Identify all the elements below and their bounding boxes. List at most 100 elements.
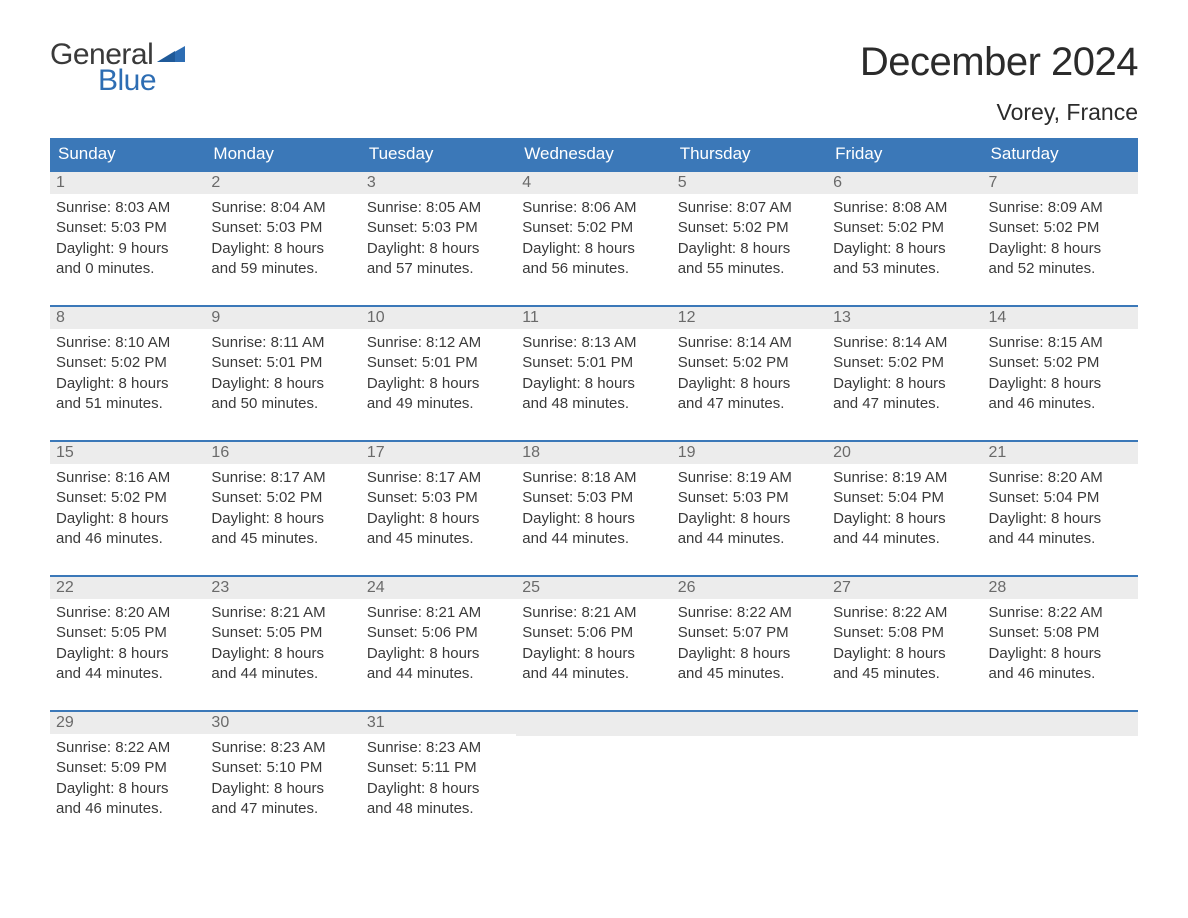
day-body: Sunrise: 8:20 AMSunset: 5:04 PMDaylight:… [983, 464, 1138, 555]
calendar-day: 24Sunrise: 8:21 AMSunset: 5:06 PMDayligh… [361, 577, 516, 690]
sunrise-text: Sunrise: 8:14 AM [833, 333, 976, 353]
daylight-line-2: and 57 minutes. [367, 259, 510, 279]
day-number: 31 [367, 714, 385, 731]
calendar-day-empty [516, 712, 671, 825]
sunset-text: Sunset: 5:01 PM [367, 353, 510, 373]
daylight-line-2: and 48 minutes. [522, 394, 665, 414]
sunset-text: Sunset: 5:02 PM [56, 353, 199, 373]
sunset-text: Sunset: 5:01 PM [211, 353, 354, 373]
day-number-row: 27 [827, 577, 982, 599]
daylight-line-1: Daylight: 8 hours [678, 509, 821, 529]
sunset-text: Sunset: 5:06 PM [522, 623, 665, 643]
day-number-row: 10 [361, 307, 516, 329]
daylight-line-2: and 44 minutes. [56, 664, 199, 684]
day-number: 2 [211, 174, 220, 191]
dow-wednesday: Wednesday [516, 138, 671, 170]
day-body: Sunrise: 8:12 AMSunset: 5:01 PMDaylight:… [361, 329, 516, 420]
sunset-text: Sunset: 5:08 PM [989, 623, 1132, 643]
calendar-day: 12Sunrise: 8:14 AMSunset: 5:02 PMDayligh… [672, 307, 827, 420]
sunset-text: Sunset: 5:11 PM [367, 758, 510, 778]
day-body: Sunrise: 8:20 AMSunset: 5:05 PMDaylight:… [50, 599, 205, 690]
calendar-week: 22Sunrise: 8:20 AMSunset: 5:05 PMDayligh… [50, 575, 1138, 690]
day-number: 10 [367, 309, 385, 326]
day-number-row: 21 [983, 442, 1138, 464]
daylight-line-1: Daylight: 8 hours [522, 644, 665, 664]
sunset-text: Sunset: 5:02 PM [678, 218, 821, 238]
calendar-day: 16Sunrise: 8:17 AMSunset: 5:02 PMDayligh… [205, 442, 360, 555]
day-number: 4 [522, 174, 531, 191]
calendar-day: 1Sunrise: 8:03 AMSunset: 5:03 PMDaylight… [50, 172, 205, 285]
daylight-line-2: and 44 minutes. [678, 529, 821, 549]
daylight-line-1: Daylight: 8 hours [989, 644, 1132, 664]
daylight-line-2: and 46 minutes. [989, 664, 1132, 684]
daylight-line-1: Daylight: 8 hours [211, 779, 354, 799]
sunrise-text: Sunrise: 8:21 AM [211, 603, 354, 623]
dow-thursday: Thursday [672, 138, 827, 170]
daylight-line-1: Daylight: 8 hours [833, 644, 976, 664]
calendar-day: 27Sunrise: 8:22 AMSunset: 5:08 PMDayligh… [827, 577, 982, 690]
day-number-row: 14 [983, 307, 1138, 329]
day-number-row [672, 712, 827, 736]
daylight-line-2: and 44 minutes. [367, 664, 510, 684]
day-number-row: 5 [672, 172, 827, 194]
calendar-day: 10 Sunrise: 8:12 AMSunset: 5:01 PMDayligh… [361, 307, 516, 420]
day-number-row [516, 712, 671, 736]
sunset-text: Sunset: 5:06 PM [367, 623, 510, 643]
day-number: 23 [211, 579, 229, 596]
daylight-line-1: Daylight: 8 hours [522, 509, 665, 529]
day-number-row: 30 [205, 712, 360, 734]
sunrise-text: Sunrise: 8:22 AM [833, 603, 976, 623]
day-number-row: 1 [50, 172, 205, 194]
sunset-text: Sunset: 5:02 PM [678, 353, 821, 373]
daylight-line-1: Daylight: 8 hours [989, 374, 1132, 394]
day-number-row: 16 [205, 442, 360, 464]
calendar-day: 21 Sunrise: 8:20 AMSunset: 5:04 PMDayligh… [983, 442, 1138, 555]
sunrise-text: Sunrise: 8:12 AM [367, 333, 510, 353]
daylight-line-2: and 45 minutes. [678, 664, 821, 684]
sunset-text: Sunset: 5:02 PM [522, 218, 665, 238]
daylight-line-1: Daylight: 8 hours [833, 509, 976, 529]
calendar-day: 9Sunrise: 8:11 AMSunset: 5:01 PMDaylight… [205, 307, 360, 420]
calendar-day-empty [983, 712, 1138, 825]
sunrise-text: Sunrise: 8:09 AM [989, 198, 1132, 218]
day-number: 25 [522, 579, 540, 596]
day-number: 8 [56, 309, 65, 326]
daylight-line-2: and 52 minutes. [989, 259, 1132, 279]
day-number-row: 22 [50, 577, 205, 599]
sunrise-text: Sunrise: 8:13 AM [522, 333, 665, 353]
daylight-line-2: and 53 minutes. [833, 259, 976, 279]
day-body: Sunrise: 8:22 AMSunset: 5:09 PMDaylight:… [50, 734, 205, 825]
daylight-line-1: Daylight: 8 hours [211, 239, 354, 259]
daylight-line-1: Daylight: 8 hours [367, 374, 510, 394]
day-number-row: 17 [361, 442, 516, 464]
day-number: 3 [367, 174, 376, 191]
calendar-day: 18Sunrise: 8:18 AMSunset: 5:03 PMDayligh… [516, 442, 671, 555]
daylight-line-1: Daylight: 8 hours [989, 239, 1132, 259]
daylight-line-2: and 44 minutes. [211, 664, 354, 684]
sunrise-text: Sunrise: 8:22 AM [56, 738, 199, 758]
day-body: Sunrise: 8:22 AMSunset: 5:08 PMDaylight:… [827, 599, 982, 690]
day-number-row: 25 [516, 577, 671, 599]
day-body: Sunrise: 8:13 AMSunset: 5:01 PMDaylight:… [516, 329, 671, 420]
sunrise-text: Sunrise: 8:19 AM [833, 468, 976, 488]
calendar-day: 23Sunrise: 8:21 AMSunset: 5:05 PMDayligh… [205, 577, 360, 690]
day-body: Sunrise: 8:16 AMSunset: 5:02 PMDaylight:… [50, 464, 205, 555]
day-number-row: 12 [672, 307, 827, 329]
calendar-day: 28Sunrise: 8:22 AMSunset: 5:08 PMDayligh… [983, 577, 1138, 690]
sunset-text: Sunset: 5:02 PM [833, 218, 976, 238]
day-number-row: 28 [983, 577, 1138, 599]
day-number: 21 [989, 444, 1007, 461]
daylight-line-2: and 45 minutes. [833, 664, 976, 684]
month-title: December 2024 [860, 40, 1138, 85]
daylight-line-2: and 47 minutes. [211, 799, 354, 819]
sunrise-text: Sunrise: 8:16 AM [56, 468, 199, 488]
day-body: Sunrise: 8:09 AMSunset: 5:02 PMDaylight:… [983, 194, 1138, 285]
day-number: 11 [522, 309, 539, 326]
day-number: 15 [56, 444, 74, 461]
day-number: 26 [678, 579, 696, 596]
calendar-week: 1Sunrise: 8:03 AMSunset: 5:03 PMDaylight… [50, 170, 1138, 285]
day-number-row: 3 [361, 172, 516, 194]
sunset-text: Sunset: 5:05 PM [211, 623, 354, 643]
sunset-text: Sunset: 5:02 PM [833, 353, 976, 373]
day-number-row: 18 [516, 442, 671, 464]
